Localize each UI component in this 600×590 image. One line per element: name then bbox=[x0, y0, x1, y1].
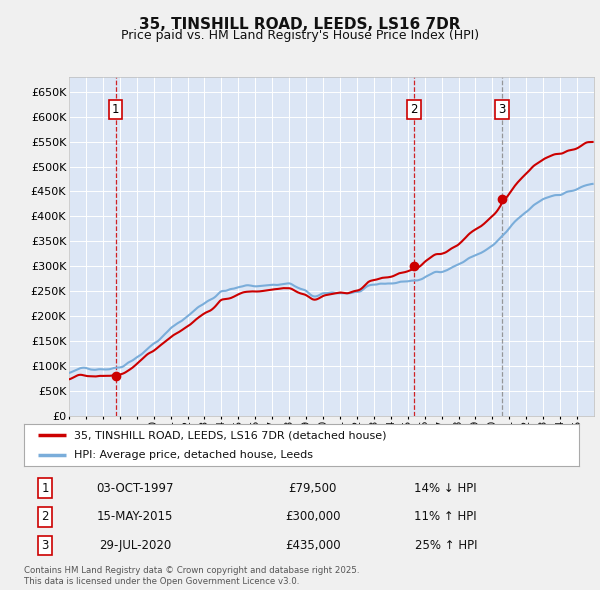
Text: 35, TINSHILL ROAD, LEEDS, LS16 7DR: 35, TINSHILL ROAD, LEEDS, LS16 7DR bbox=[139, 17, 461, 31]
Text: 1: 1 bbox=[112, 103, 119, 116]
Text: 35, TINSHILL ROAD, LEEDS, LS16 7DR (detached house): 35, TINSHILL ROAD, LEEDS, LS16 7DR (deta… bbox=[74, 430, 386, 440]
Text: 03-OCT-1997: 03-OCT-1997 bbox=[96, 481, 174, 494]
Text: 3: 3 bbox=[499, 103, 506, 116]
Text: 1: 1 bbox=[41, 481, 49, 494]
Text: Price paid vs. HM Land Registry's House Price Index (HPI): Price paid vs. HM Land Registry's House … bbox=[121, 30, 479, 42]
Text: 14% ↓ HPI: 14% ↓ HPI bbox=[415, 481, 477, 494]
Text: £300,000: £300,000 bbox=[285, 510, 340, 523]
Text: 11% ↑ HPI: 11% ↑ HPI bbox=[415, 510, 477, 523]
Text: HPI: Average price, detached house, Leeds: HPI: Average price, detached house, Leed… bbox=[74, 450, 313, 460]
Text: 25% ↑ HPI: 25% ↑ HPI bbox=[415, 539, 477, 552]
Text: 3: 3 bbox=[41, 539, 49, 552]
Text: £79,500: £79,500 bbox=[289, 481, 337, 494]
Text: 2: 2 bbox=[410, 103, 418, 116]
Text: Contains HM Land Registry data © Crown copyright and database right 2025.
This d: Contains HM Land Registry data © Crown c… bbox=[24, 566, 359, 586]
Text: £435,000: £435,000 bbox=[285, 539, 340, 552]
Text: 2: 2 bbox=[41, 510, 49, 523]
Text: 29-JUL-2020: 29-JUL-2020 bbox=[99, 539, 171, 552]
Text: 15-MAY-2015: 15-MAY-2015 bbox=[97, 510, 173, 523]
